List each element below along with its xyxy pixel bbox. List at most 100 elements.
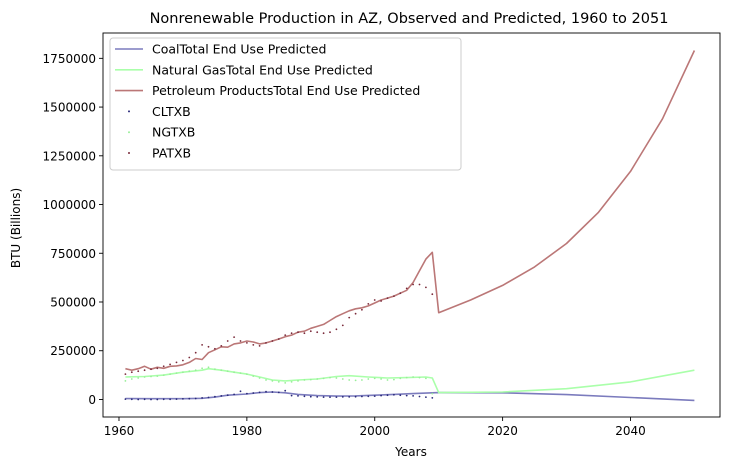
scatter-point-4 [156,375,159,377]
scatter-point-5 [431,293,434,296]
legend-box [109,37,462,171]
scatter-point-3 [393,393,395,396]
scatter-point-3 [341,396,344,398]
scatter-point-5 [214,347,216,350]
scatter-point-3 [380,394,382,397]
scatter-point-4 [373,377,376,380]
scatter-point-4 [194,369,197,372]
scatter-point-4 [175,372,178,374]
scatter-point-5 [182,359,184,362]
series-line-0 [125,391,695,402]
scatter-point-4 [162,374,165,376]
y-tick-label: 1500000 [43,101,96,115]
scatter-point-3 [150,398,152,401]
scatter-point-3 [412,395,414,397]
scatter-point-5 [380,300,382,302]
scatter-point-4 [399,377,402,380]
scatter-point-3 [124,398,127,400]
scatter-point-5 [348,316,351,319]
x-tick-label: 2020 [487,424,518,438]
scatter-point-3 [284,389,287,392]
scatter-point-5 [130,371,133,374]
scatter-point-5 [373,299,376,301]
scatter-point-5 [316,331,319,334]
y-tick-label: 500000 [50,295,96,309]
scatter-point-4 [425,377,427,380]
scatter-point-3 [290,394,293,397]
scatter-point-3 [335,396,338,398]
scatter-point-4 [150,375,152,378]
scatter-point-5 [143,369,146,372]
x-tick-label: 1960 [104,424,135,438]
scatter-point-4 [143,376,146,378]
legend-swatch-4 [128,131,130,134]
scatter-point-5 [335,328,338,331]
scatter-point-5 [290,332,293,335]
scatter-point-4 [252,375,255,377]
scatter-point-3 [169,398,172,401]
scatter-point-4 [214,368,216,371]
scatter-point-4 [271,380,274,382]
scatter-point-3 [143,398,146,401]
scatter-point-5 [367,303,370,305]
scatter-point-5 [124,373,127,375]
legend-label-3: CLTXB [152,104,191,119]
scatter-point-4 [137,377,140,379]
scatter-point-4 [367,378,370,380]
scatter-point-4 [316,378,319,380]
scatter-point-4 [169,373,172,375]
scatter-point-3 [233,393,236,396]
scatter-point-3 [425,396,427,398]
scatter-point-5 [246,342,248,344]
scatter-point-4 [277,381,280,383]
scatter-point-3 [277,391,280,394]
scatter-point-3 [137,398,140,401]
scatter-point-5 [265,342,267,344]
scatter-point-4 [393,378,395,381]
legend-swatch-3 [128,110,130,113]
legend-label-2: Petroleum ProductsTotal End Use Predicte… [152,83,420,98]
scatter-point-5 [137,370,140,373]
scatter-point-4 [284,382,287,384]
scatter-point-4 [322,377,325,380]
scatter-point-3 [265,390,267,393]
scatter-point-3 [246,392,248,395]
scatter-point-5 [303,332,306,335]
scatter-point-5 [393,295,395,297]
plot-frame [102,32,721,418]
series-line-1 [125,367,695,394]
scatter-point-5 [156,367,159,370]
scatter-point-5 [341,324,344,327]
scatter-point-3 [162,398,165,401]
scatter-point-4 [386,379,389,381]
scatter-point-4 [431,392,434,395]
y-axis-label: BTU (Billions) [9,188,23,268]
scatter-point-3 [258,391,261,394]
scatter-point-5 [162,365,165,368]
y-axis: 0 250000 500000 750000 1000000 1250000 1500000… [43,52,103,407]
scatter-point-3 [207,396,210,399]
scatter-point-5 [399,292,402,295]
scatter-point-3 [188,397,191,400]
scatter-point-3 [361,395,363,398]
scatter-point-4 [124,380,127,382]
y-tick-label: 250000 [50,344,96,358]
scatter-point-5 [226,340,229,342]
scatter-point-4 [265,379,267,381]
scatter-point-3 [418,395,421,398]
scatter-point-3 [156,398,159,401]
scatter-point-5 [412,283,414,286]
scatter-point-5 [405,287,408,290]
x-tick-label: 2040 [615,424,646,438]
x-tick-label: 2000 [359,424,390,438]
scatter-point-3 [373,395,376,397]
scatter-point-4 [226,370,229,373]
scatter-point-5 [258,345,261,347]
scatter-point-5 [386,297,389,299]
scatter-point-3 [303,395,306,398]
scatter-point-3 [399,394,402,397]
scatter-point-4 [258,377,261,379]
scatter-point-4 [246,373,248,375]
y-tick-label: 1750000 [43,52,96,66]
